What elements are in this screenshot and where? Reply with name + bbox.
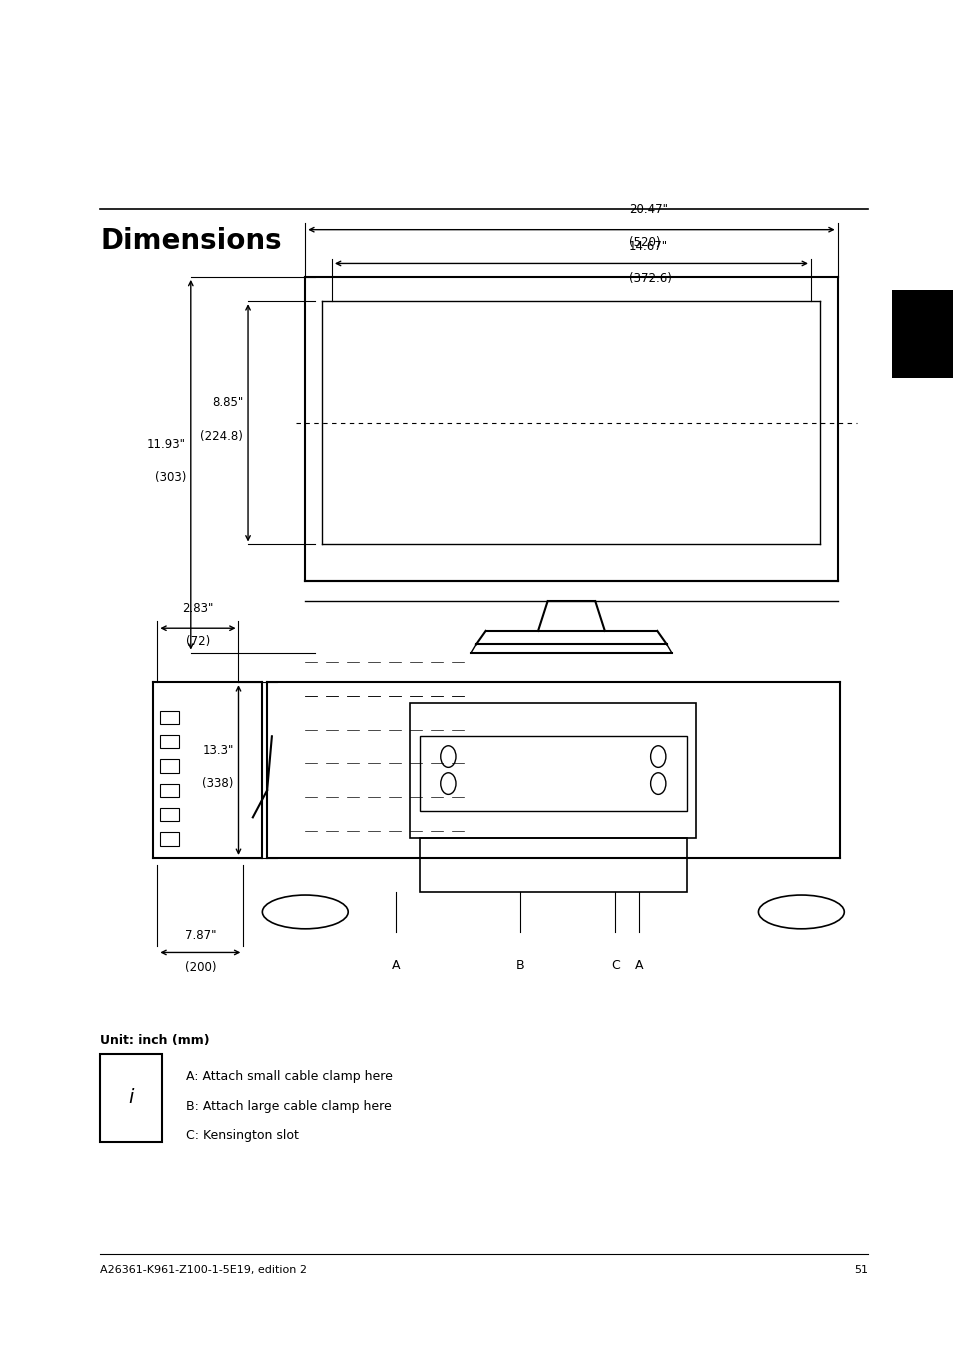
- Text: A: A: [635, 959, 642, 973]
- Text: Unit: inch (mm): Unit: inch (mm): [100, 1034, 210, 1047]
- Bar: [160, 759, 179, 773]
- Bar: [419, 838, 686, 892]
- Text: 14.67": 14.67": [628, 239, 667, 253]
- Text: (224.8): (224.8): [200, 430, 243, 443]
- Text: A: A: [392, 959, 399, 973]
- Text: 51: 51: [853, 1265, 867, 1274]
- Text: A26361-K961-Z100-1-5E19, edition 2: A26361-K961-Z100-1-5E19, edition 2: [100, 1265, 307, 1274]
- Bar: [160, 808, 179, 821]
- Text: A: Attach small cable clamp here: A: Attach small cable clamp here: [186, 1070, 393, 1084]
- Text: C: Kensington slot: C: Kensington slot: [186, 1129, 298, 1143]
- Text: (303): (303): [154, 471, 186, 485]
- Bar: [891, 290, 953, 378]
- Text: 8.85": 8.85": [212, 396, 243, 409]
- Text: 11.93": 11.93": [147, 438, 186, 451]
- Bar: [410, 703, 696, 838]
- Bar: [160, 784, 179, 797]
- Bar: [160, 832, 179, 846]
- Text: Dimensions: Dimensions: [100, 227, 281, 255]
- Text: 2.83": 2.83": [182, 601, 213, 615]
- Text: B: B: [515, 959, 524, 973]
- Text: (72): (72): [186, 635, 210, 648]
- Bar: [160, 711, 179, 724]
- Text: (200): (200): [184, 961, 216, 974]
- Bar: [419, 736, 686, 811]
- Text: (338): (338): [202, 777, 233, 790]
- Text: i: i: [129, 1088, 133, 1108]
- Text: 13.3": 13.3": [202, 743, 233, 757]
- Bar: [160, 735, 179, 748]
- Text: (520): (520): [628, 236, 659, 250]
- Text: (372.6): (372.6): [628, 272, 671, 285]
- Bar: [100, 1054, 162, 1142]
- Text: C: C: [610, 959, 619, 973]
- Text: 20.47": 20.47": [628, 203, 667, 216]
- Text: B: Attach large cable clamp here: B: Attach large cable clamp here: [186, 1100, 392, 1113]
- Text: 7.87": 7.87": [184, 928, 216, 942]
